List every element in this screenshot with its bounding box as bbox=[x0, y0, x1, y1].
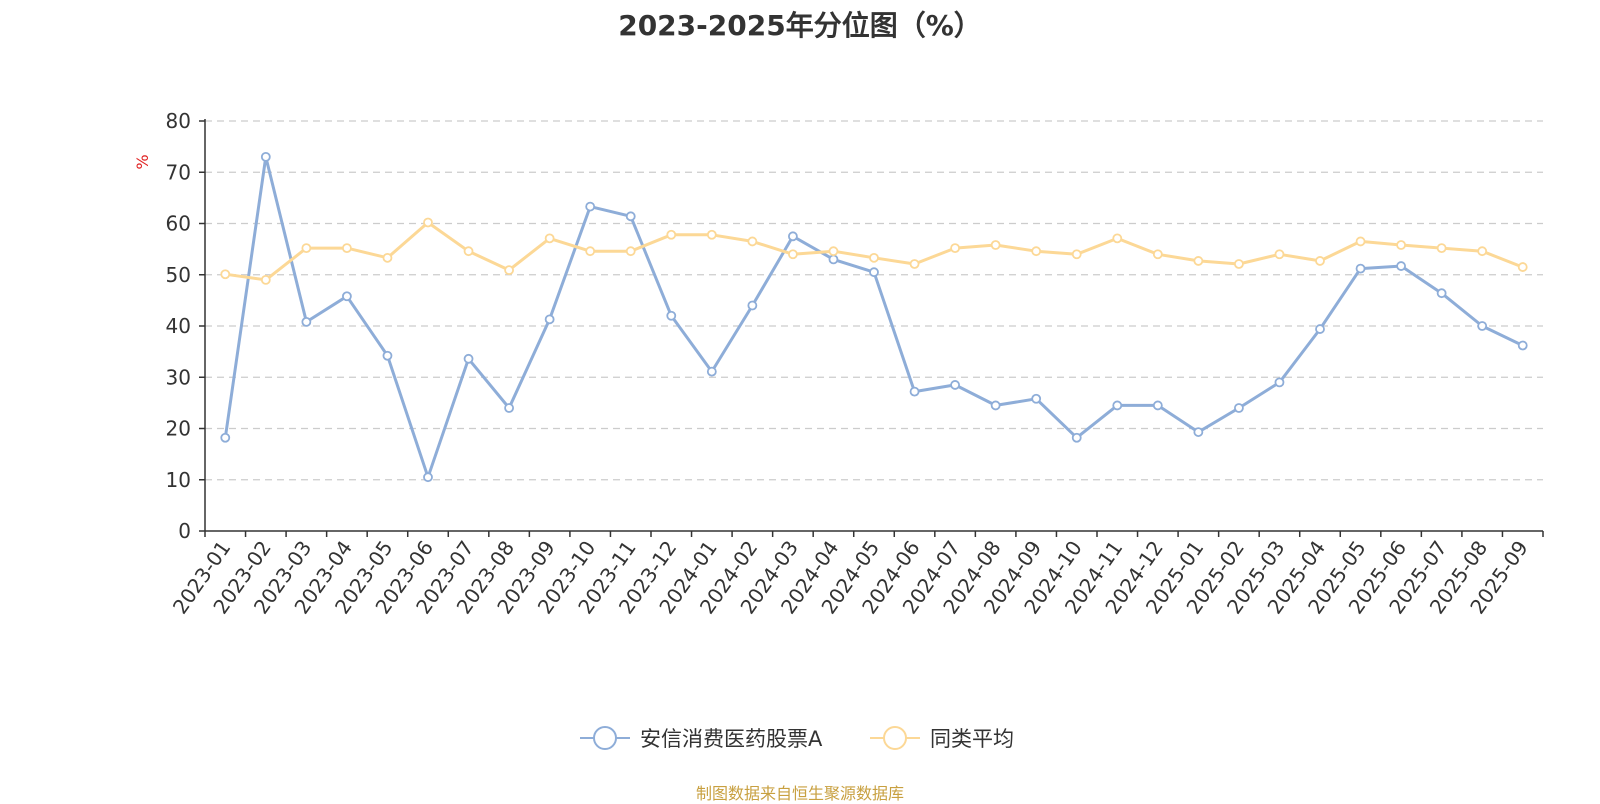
data-point[interactable] bbox=[220, 432, 231, 443]
data-point[interactable] bbox=[585, 201, 596, 212]
data-point[interactable] bbox=[625, 211, 636, 222]
data-point[interactable] bbox=[504, 265, 514, 276]
data-point[interactable] bbox=[423, 472, 433, 483]
data-point[interactable] bbox=[1355, 236, 1366, 247]
series-lines bbox=[220, 151, 1528, 483]
data-point[interactable] bbox=[1152, 249, 1163, 260]
legend-marker bbox=[593, 726, 617, 750]
data-point[interactable] bbox=[463, 246, 474, 257]
data-point[interactable] bbox=[869, 252, 879, 263]
data-point[interactable] bbox=[301, 243, 312, 254]
data-point[interactable] bbox=[666, 229, 677, 240]
y-tick-label: 50 bbox=[166, 263, 191, 287]
data-point[interactable] bbox=[1071, 432, 1082, 443]
legend[interactable]: 安信消费医药股票A 同类平均 bbox=[580, 726, 1014, 751]
data-point[interactable] bbox=[869, 267, 879, 278]
quantile-line-chart: 01020304050607080%2023-012023-022023-032… bbox=[133, 109, 1544, 751]
data-point[interactable] bbox=[909, 259, 920, 269]
data-point[interactable] bbox=[342, 243, 352, 254]
grid-lines bbox=[205, 120, 1543, 481]
data-point[interactable] bbox=[301, 316, 312, 327]
data-point[interactable] bbox=[1112, 400, 1123, 411]
data-point[interactable] bbox=[463, 353, 474, 364]
data-point[interactable] bbox=[1517, 262, 1528, 272]
data-point[interactable] bbox=[990, 240, 1001, 250]
data-point[interactable] bbox=[423, 217, 433, 228]
y-tick-label: 0 bbox=[178, 519, 191, 543]
data-point[interactable] bbox=[666, 310, 677, 321]
data-point[interactable] bbox=[504, 403, 514, 413]
data-point[interactable] bbox=[1193, 256, 1204, 266]
data-point[interactable] bbox=[788, 249, 798, 260]
legend-item-1[interactable]: 同类平均 bbox=[870, 726, 1014, 751]
y-tick-label: 80 bbox=[166, 109, 191, 133]
data-point[interactable] bbox=[1436, 243, 1447, 254]
data-point[interactable] bbox=[706, 229, 717, 240]
data-point[interactable] bbox=[828, 254, 839, 265]
y-tick-label: 30 bbox=[166, 365, 191, 389]
data-point[interactable] bbox=[950, 243, 960, 254]
data-point[interactable] bbox=[909, 386, 920, 397]
y-tick-label: 20 bbox=[166, 417, 191, 441]
data-point[interactable] bbox=[220, 269, 231, 280]
data-point[interactable] bbox=[1112, 233, 1123, 244]
data-point[interactable] bbox=[1396, 261, 1406, 271]
y-tick-label: 70 bbox=[166, 160, 191, 184]
data-point[interactable] bbox=[1517, 340, 1528, 351]
data-point[interactable] bbox=[342, 291, 352, 302]
legend-label: 同类平均 bbox=[930, 727, 1014, 751]
data-point[interactable] bbox=[1193, 427, 1204, 437]
legend-item-0[interactable]: 安信消费医药股票A bbox=[580, 726, 823, 751]
data-point[interactable] bbox=[1477, 321, 1488, 331]
data-point[interactable] bbox=[382, 350, 393, 361]
y-axis-label: % bbox=[133, 154, 152, 169]
data-point[interactable] bbox=[544, 233, 555, 244]
data-point[interactable] bbox=[625, 246, 636, 257]
data-point[interactable] bbox=[1031, 246, 1042, 257]
data-point[interactable] bbox=[1234, 403, 1244, 413]
data-point[interactable] bbox=[747, 236, 758, 247]
data-point[interactable] bbox=[1274, 249, 1285, 260]
data-point[interactable] bbox=[1274, 377, 1285, 388]
legend-label: 安信消费医药股票A bbox=[640, 727, 823, 751]
y-tick-label: 60 bbox=[166, 212, 191, 236]
data-point[interactable] bbox=[1396, 240, 1406, 250]
legend-marker bbox=[883, 726, 907, 750]
data-point[interactable] bbox=[1315, 256, 1325, 266]
data-point[interactable] bbox=[1355, 263, 1366, 274]
data-point[interactable] bbox=[1315, 324, 1325, 334]
data-point[interactable] bbox=[1071, 249, 1082, 260]
chart-title: 2023-2025年分位图（%） bbox=[618, 9, 982, 42]
series-line-0 bbox=[223, 155, 1524, 479]
data-point[interactable] bbox=[828, 246, 839, 257]
data-point[interactable] bbox=[1436, 288, 1447, 299]
data-point[interactable] bbox=[260, 151, 271, 162]
data-point[interactable] bbox=[706, 366, 717, 377]
data-point[interactable] bbox=[1477, 246, 1488, 257]
y-tick-label: 40 bbox=[166, 314, 191, 338]
data-point[interactable] bbox=[1152, 400, 1163, 411]
y-tick-label: 10 bbox=[166, 468, 191, 492]
data-point[interactable] bbox=[950, 380, 960, 390]
data-point[interactable] bbox=[1031, 393, 1042, 404]
axes: 01020304050607080%2023-012023-022023-032… bbox=[133, 109, 1544, 618]
data-source-note: 制图数据来自恒生聚源数据库 bbox=[695, 784, 904, 803]
data-point[interactable] bbox=[382, 252, 393, 263]
data-point[interactable] bbox=[747, 300, 758, 311]
data-point[interactable] bbox=[585, 246, 596, 257]
data-point[interactable] bbox=[788, 231, 798, 242]
data-point[interactable] bbox=[544, 314, 555, 325]
data-point[interactable] bbox=[990, 400, 1001, 411]
data-point[interactable] bbox=[1234, 259, 1244, 269]
data-point[interactable] bbox=[260, 274, 271, 285]
